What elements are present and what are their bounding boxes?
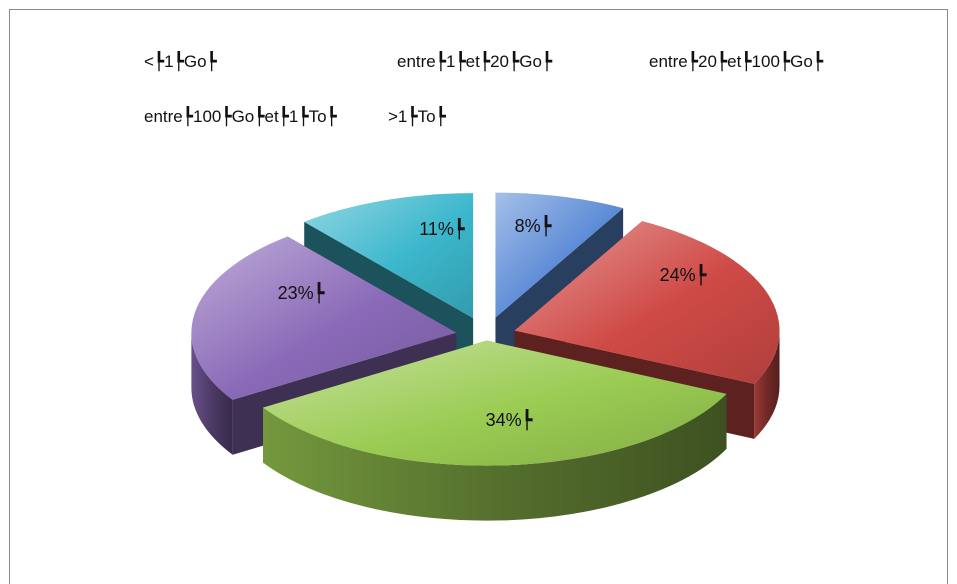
data-label: 24%┡ — [660, 264, 708, 286]
data-label: 34%┡ — [486, 409, 534, 431]
legend-item: >1┡To┡ — [388, 107, 446, 126]
data-label: 8%┡ — [515, 215, 553, 237]
legend-item: <┡1┡Go┡ — [144, 52, 217, 71]
pie-slice — [263, 340, 727, 521]
legend-item: entre┡20┡et┡100┡Go┡ — [649, 52, 824, 71]
data-label: 11%┡ — [419, 218, 466, 240]
data-label: 23%┡ — [278, 282, 326, 304]
legend-item: entre┡1┡et┡20┡Go┡ — [397, 52, 553, 71]
legend-item: entre┡100┡Go┡et┡1┡To┡ — [144, 107, 337, 126]
